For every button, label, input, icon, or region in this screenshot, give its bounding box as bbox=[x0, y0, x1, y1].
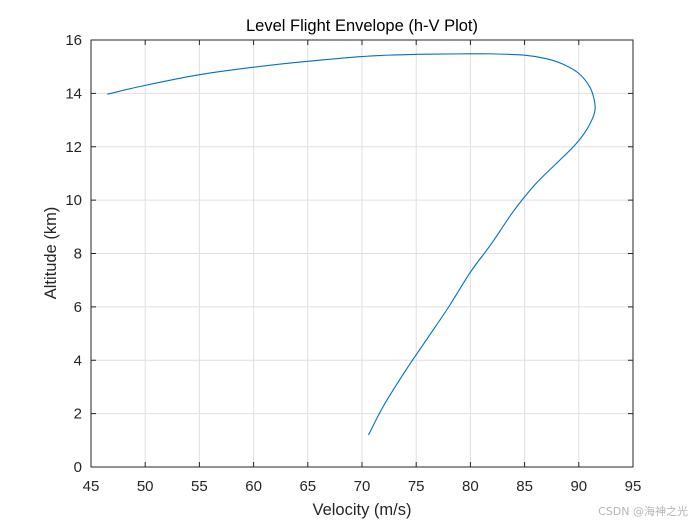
y-tick-label: 14 bbox=[65, 85, 82, 102]
grid-lines bbox=[91, 40, 633, 467]
x-tick-label: 45 bbox=[83, 478, 100, 495]
y-tick-label: 0 bbox=[74, 459, 82, 476]
x-axis-label: Velocity (m/s) bbox=[312, 501, 411, 519]
x-tick-label: 95 bbox=[625, 478, 642, 495]
y-tick-label: 2 bbox=[74, 406, 82, 423]
x-tick-label: 55 bbox=[191, 478, 208, 495]
x-tick-label: 60 bbox=[245, 478, 262, 495]
chart-title: Level Flight Envelope (h-V Plot) bbox=[246, 17, 478, 35]
x-tick-label: 80 bbox=[462, 478, 479, 495]
y-tick-label: 10 bbox=[65, 192, 82, 209]
x-tick-label: 50 bbox=[137, 478, 154, 495]
x-tick-labels: 45 50 55 60 65 70 75 80 85 90 95 bbox=[83, 478, 642, 495]
plot-area: 45 50 55 60 65 70 75 80 85 90 95 0 2 4 6 8 10 12 14 16 bbox=[65, 32, 641, 495]
x-tick-label: 70 bbox=[354, 478, 371, 495]
watermark: CSDN @海神之光 bbox=[598, 505, 688, 518]
series-line-envelope bbox=[107, 53, 596, 436]
y-axis-label: Altitude (km) bbox=[42, 207, 60, 300]
y-tick-labels: 0 2 4 6 8 10 12 14 16 bbox=[65, 32, 82, 476]
x-tick-label: 75 bbox=[408, 478, 425, 495]
y-tick-label: 8 bbox=[74, 246, 82, 263]
tick-marks bbox=[90, 39, 634, 468]
y-tick-label: 16 bbox=[65, 32, 82, 49]
series-layer bbox=[107, 53, 596, 436]
y-tick-label: 6 bbox=[74, 299, 82, 316]
x-tick-label: 65 bbox=[299, 478, 316, 495]
y-tick-label: 12 bbox=[65, 139, 82, 156]
x-tick-label: 85 bbox=[516, 478, 533, 495]
y-tick-label: 4 bbox=[74, 352, 82, 369]
x-tick-label: 90 bbox=[570, 478, 587, 495]
